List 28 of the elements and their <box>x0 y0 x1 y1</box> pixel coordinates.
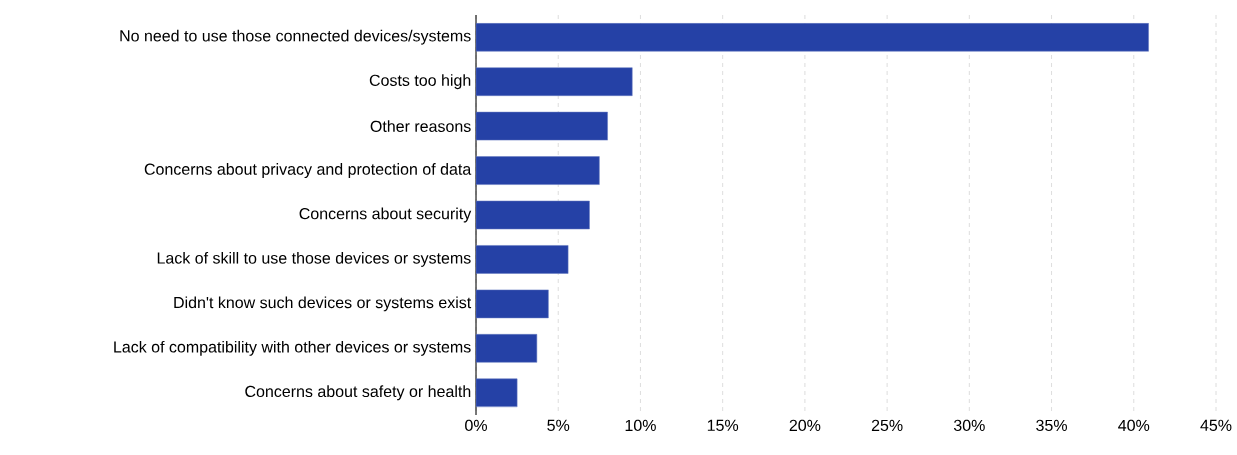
bar <box>476 378 518 408</box>
y-tick-label: Concerns about privacy and protection of data <box>144 163 472 179</box>
y-tick-label: Lack of compatibility with other devices or systems <box>114 340 471 356</box>
x-tick-label: 45% <box>1200 419 1232 431</box>
x-tick-label: 40% <box>1118 419 1150 432</box>
y-tick-label: Didn't know such devices or systems exist <box>174 296 472 312</box>
y-tick-label: Concerns about security <box>299 207 472 223</box>
x-tick-label: 30% <box>953 419 985 432</box>
bar <box>476 156 600 185</box>
bar <box>476 22 1149 52</box>
y-tick-label: Costs too high <box>369 74 471 90</box>
x-tick-label: 35% <box>1036 419 1067 432</box>
y-tick-label: No need to use those connected devices/systems <box>120 29 471 45</box>
bar <box>476 67 633 96</box>
y-tick-label: Other reasons <box>370 120 471 132</box>
x-tick-label: 20% <box>789 419 821 432</box>
bar <box>476 334 538 363</box>
x-tick-label: 10% <box>625 419 656 432</box>
y-tick-label: Lack of skill to use those devices or systems <box>157 252 471 267</box>
bar <box>476 245 569 274</box>
bar <box>476 289 549 319</box>
y-tick-label: Concerns about safety or health <box>245 385 471 401</box>
bar <box>476 111 608 141</box>
x-tick-label: 15% <box>707 419 739 431</box>
x-tick-label: 0% <box>465 419 487 432</box>
x-tick-label: 25% <box>871 419 903 432</box>
bar <box>476 200 590 230</box>
x-tick-label: 5% <box>547 419 570 431</box>
